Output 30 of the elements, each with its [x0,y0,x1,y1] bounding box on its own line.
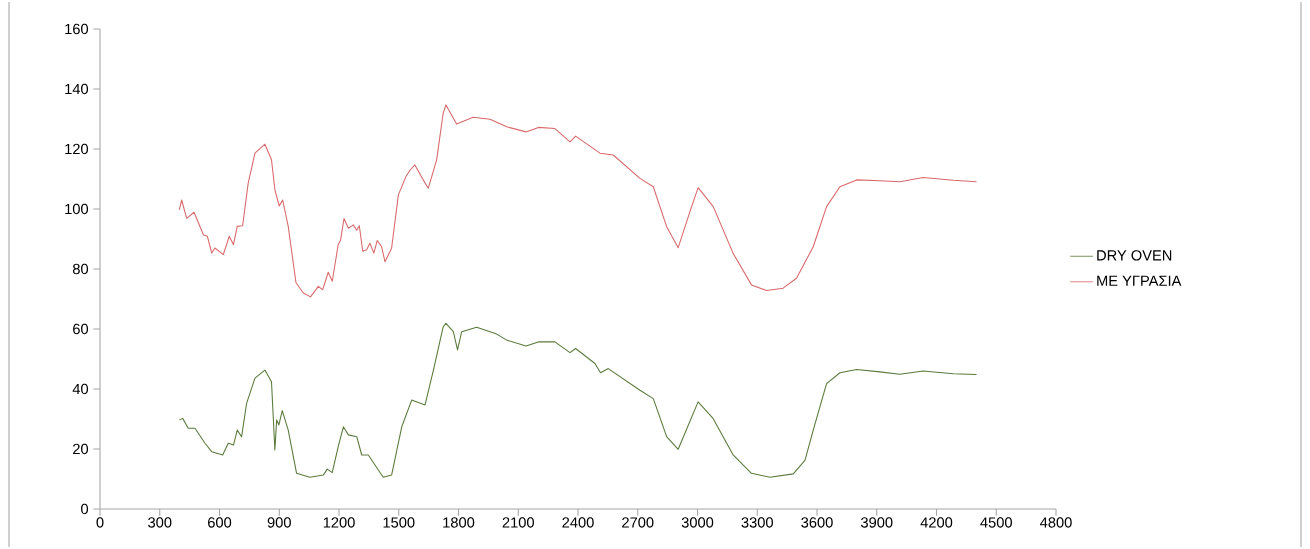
x-tick-label: 0 [96,517,104,528]
x-tick-label: 4800 [1040,517,1072,528]
x-tick-label: 600 [208,517,232,528]
x-tick-label: 1200 [323,517,355,528]
y-tick-label: 120 [65,143,89,155]
x-tick-label: 2700 [622,517,654,528]
y-tick-label: 160 [65,23,89,35]
x-tick-label: 3900 [861,517,893,528]
y-tick-label: 100 [65,203,89,215]
y-tick-label: 80 [72,263,89,275]
x-tick-label: 4200 [920,517,953,528]
line-series [178,322,978,478]
x-tick-label: 2400 [562,517,594,528]
x-tick-label: 4500 [980,517,1012,528]
x-tick-label: 3000 [681,517,714,528]
y-tick-label: 140 [65,83,89,95]
y-tick-label: 40 [72,383,89,395]
line-series [178,104,978,298]
x-tick-label: 3300 [741,517,773,528]
x-tick-label: 900 [267,517,291,528]
x-tick-label: 1500 [383,517,415,528]
x-tick-label: 2100 [502,517,534,528]
legend-label: ΜΕ ΥΓΡΑΣΙΑ [1097,275,1182,286]
y-tick-label: 0 [81,503,89,515]
x-tick-label: 1800 [443,517,475,528]
y-tick-label: 60 [73,323,89,335]
y-tick-label: 20 [73,443,89,455]
legend-label: DRY OVEN [1097,250,1172,261]
x-tick-label: 3600 [801,517,833,528]
x-tick-label: 300 [148,517,172,528]
